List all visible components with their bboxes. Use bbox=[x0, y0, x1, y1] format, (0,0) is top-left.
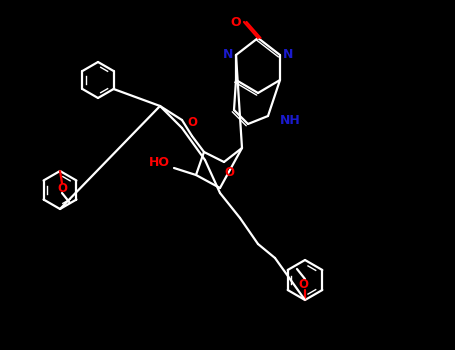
Text: O: O bbox=[231, 15, 241, 28]
Text: HO: HO bbox=[149, 155, 170, 168]
Text: N: N bbox=[223, 49, 233, 62]
Text: O: O bbox=[298, 278, 308, 290]
Text: N: N bbox=[283, 49, 293, 62]
Text: O: O bbox=[187, 116, 197, 128]
Text: O: O bbox=[224, 166, 234, 178]
Text: NH: NH bbox=[280, 113, 300, 126]
Text: O: O bbox=[57, 182, 67, 195]
